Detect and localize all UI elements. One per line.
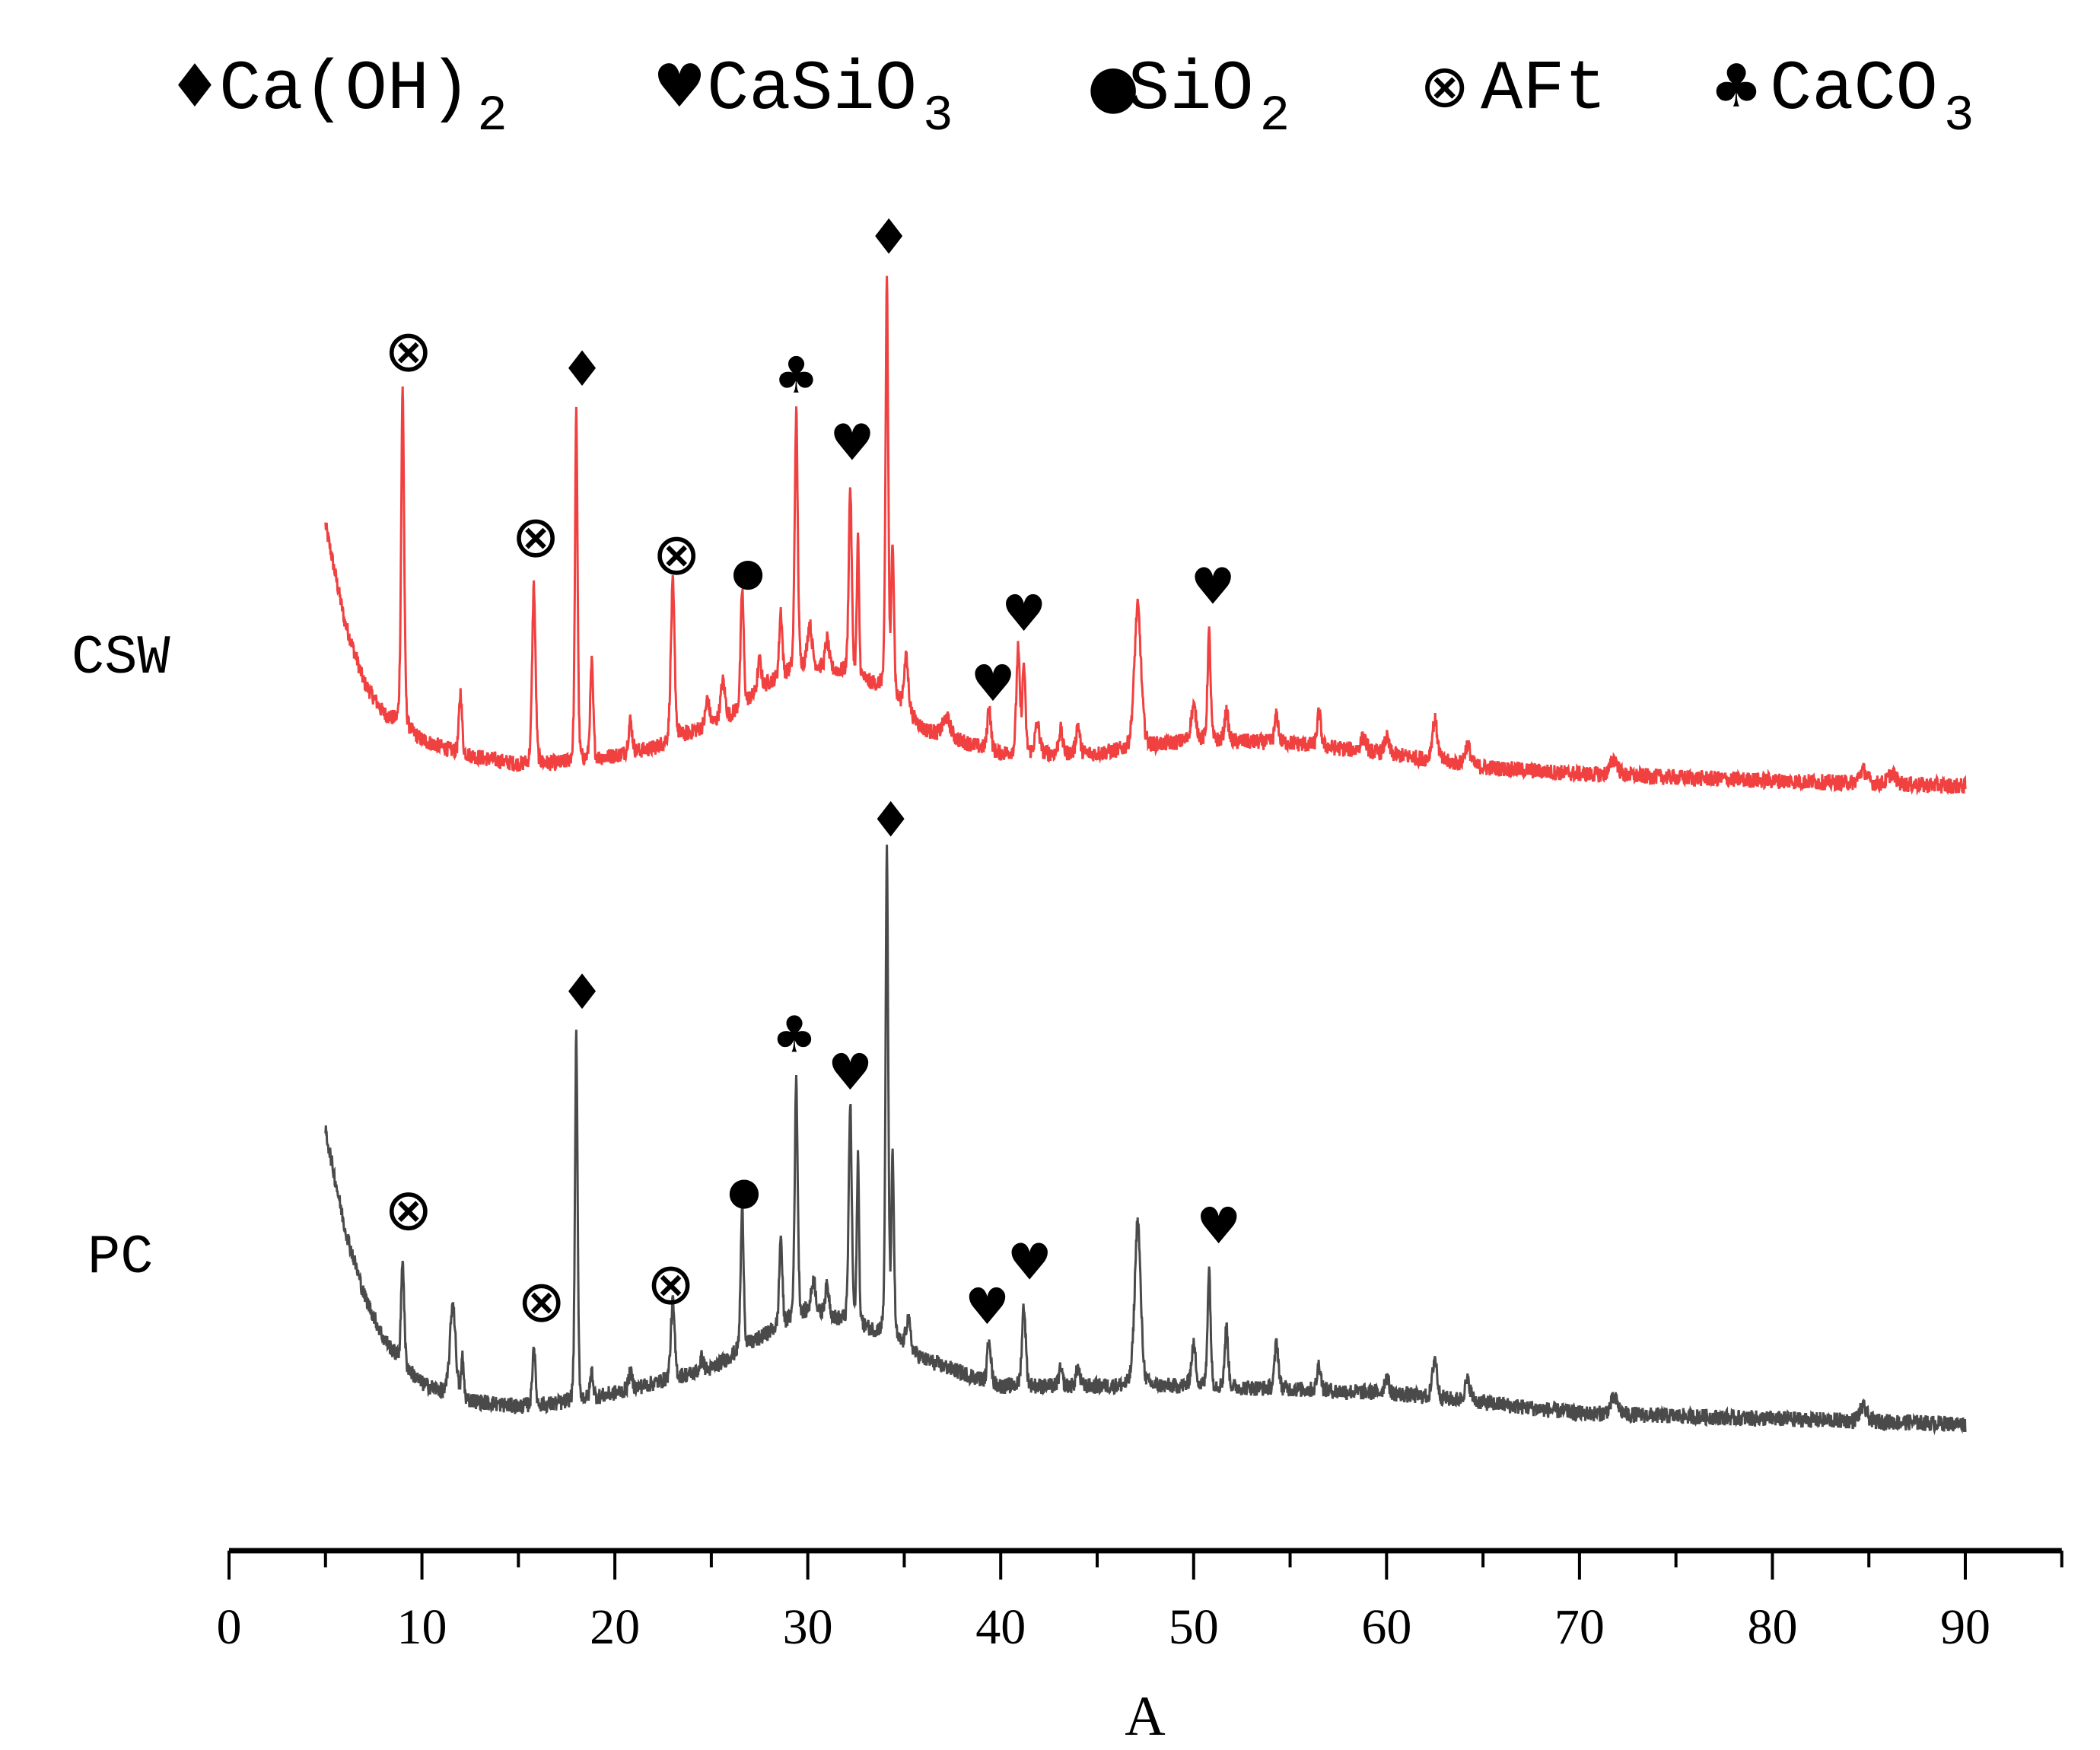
peak-marker-icon: ♦: [867, 210, 910, 266]
x-tick-label: 80: [1747, 1599, 1797, 1655]
legend-symbol-icon: ♣: [1710, 52, 1763, 121]
peak-marker-icon: ♥: [828, 1043, 873, 1102]
peak-marker-icon: ♥: [970, 654, 1015, 713]
series-label-pc: PC: [88, 1227, 153, 1289]
peak-marker-icon: ⊗: [652, 520, 701, 588]
legend-label: SiO 2: [1128, 49, 1290, 145]
legend-item: ⊗ AFt: [1420, 49, 1607, 129]
peak-marker-icon: ♣: [772, 1006, 816, 1064]
peak-marker-icon: ⊗: [384, 1176, 433, 1243]
peak-marker-icon: ♥: [1001, 584, 1046, 643]
trace-pc: [324, 845, 1967, 1436]
x-tick-label: 60: [1361, 1599, 1411, 1655]
x-tick-label: 40: [975, 1599, 1026, 1655]
x-tick-label: 0: [217, 1599, 242, 1655]
x-tick-label: 90: [1940, 1599, 1990, 1655]
peak-marker-icon: ♦: [869, 793, 912, 849]
peak-marker-icon: ♥: [965, 1278, 1010, 1336]
x-tick-label: 70: [1554, 1599, 1605, 1655]
trace-csw: [324, 275, 1967, 797]
peak-marker-icon: ♥: [1007, 1233, 1052, 1292]
legend-subscript: 2: [477, 88, 508, 145]
peak-marker-icon: ⊗: [384, 317, 433, 385]
legend-label: CaCO 3: [1770, 49, 1974, 145]
legend-subscript: 2: [1260, 88, 1290, 145]
legend-label: Ca(OH) 2: [219, 49, 508, 145]
peak-marker-icon: ♣: [774, 346, 819, 405]
peak-marker-icon: ♥: [829, 413, 874, 472]
peak-annotations: ⊗⊗♦⊗ ●♣♥♦♥♥ ♥⊗⊗♦⊗●♣♥♦♥♥♥: [384, 210, 1241, 1336]
traces: [324, 275, 1967, 1436]
peak-marker-icon: ●: [727, 1169, 761, 1214]
x-tick-label: 50: [1169, 1599, 1219, 1655]
legend-label: AFt: [1481, 49, 1607, 129]
peak-marker-icon: ♦: [560, 965, 603, 1021]
legend-subscript: 3: [1944, 88, 1974, 145]
legend-item: ♥ CaSiO 3: [653, 49, 953, 145]
peak-marker-icon: ♦: [560, 342, 603, 398]
x-axis: 0 10 20 30 40 50 60 70 80 90: [217, 1548, 2063, 1655]
legend-symbol-icon: ●: [1087, 52, 1139, 121]
peak-marker-icon: ⊗: [511, 503, 560, 571]
x-tick-label: 20: [590, 1599, 640, 1655]
legend-item: ♣ CaCO 3: [1710, 49, 1974, 145]
x-tick-label: 10: [397, 1599, 447, 1655]
legend-symbol-icon: ♦: [168, 52, 221, 121]
legend-symbol-icon: ♥: [653, 52, 706, 121]
peak-marker-icon: ⊗: [517, 1268, 566, 1335]
legend-subscript: 3: [923, 88, 953, 145]
peak-marker-icon: ●: [731, 550, 765, 594]
legend-item: ♦Ca(OH) 2: [168, 49, 508, 145]
peak-marker-icon: ♥: [1191, 558, 1236, 616]
legend: ♦Ca(OH) 2 ♥ CaSiO 3 ●SiO 2 ⊗ AFt ♣ CaCO 3: [168, 49, 1974, 145]
legend-item: ●SiO 2: [1087, 49, 1290, 145]
x-axis-title: A: [1125, 1685, 1165, 1748]
x-tick-label: 30: [783, 1599, 833, 1655]
peak-marker-icon: ♥: [1196, 1197, 1241, 1255]
legend-label: CaSiO 3: [707, 49, 953, 145]
series-label-csw: CSW: [72, 627, 170, 689]
peak-marker-icon: ⊗: [647, 1250, 695, 1318]
legend-symbol-icon: ⊗: [1420, 52, 1469, 121]
